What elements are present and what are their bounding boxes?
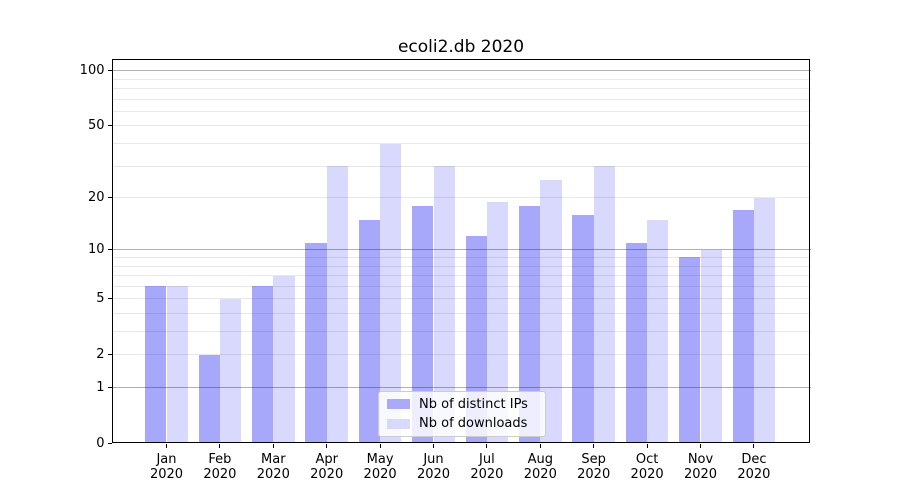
x-tick (753, 444, 755, 448)
y-tick (108, 249, 112, 251)
y-tick-label: 20 (87, 189, 105, 205)
gridline-minor (112, 110, 811, 112)
legend-label-distinct-ips: Nb of distinct IPs (419, 396, 528, 412)
bar (433, 166, 455, 444)
y-tick (108, 298, 112, 300)
gridline-minor (112, 285, 811, 287)
legend-row-downloads: Nb of downloads (379, 416, 545, 431)
x-tick-label: Nov 2020 (683, 451, 718, 483)
y-tick-label: 10 (87, 241, 105, 257)
x-tick (272, 444, 274, 448)
x-tick-label: Mar 2020 (256, 451, 290, 483)
legend-swatch-downloads (387, 418, 410, 429)
bar (647, 219, 669, 444)
x-tick (326, 444, 328, 448)
bar (486, 201, 509, 444)
bar (380, 143, 402, 444)
y-tick-label: 1 (96, 379, 105, 395)
gridline-minor (112, 331, 811, 332)
y-tick (108, 125, 112, 127)
x-tick (166, 444, 167, 448)
bar (326, 166, 349, 444)
legend-label-downloads: Nb of downloads (419, 416, 528, 432)
gridline-minor (112, 165, 811, 167)
gridline-major (112, 249, 811, 251)
x-tick-label: Apr 2020 (310, 451, 344, 483)
x-tick-label: Jul 2020 (470, 451, 504, 483)
x-tick (379, 444, 381, 448)
x-tick (646, 444, 648, 448)
x-tick (433, 444, 434, 448)
x-tick-label: Sep 2020 (577, 451, 611, 483)
bar (198, 354, 220, 444)
gridline-minor (112, 125, 811, 127)
bar (540, 180, 562, 444)
x-tick (593, 444, 595, 448)
y-tick (108, 354, 112, 356)
x-tick (219, 444, 221, 448)
x-tick-label: Dec 2020 (737, 451, 771, 483)
bar (518, 205, 541, 444)
x-tick-label: Jan 2020 (149, 451, 184, 483)
bar (412, 205, 434, 444)
bar (753, 197, 776, 444)
bar (593, 166, 616, 444)
gridline-minor (112, 312, 811, 314)
bar (166, 286, 188, 444)
gridline-minor (112, 197, 811, 199)
gridline-minor (112, 256, 811, 258)
chart-title: ecoli2.db 2020 (397, 37, 525, 57)
bar (251, 286, 274, 444)
gridline-minor (112, 88, 811, 89)
y-tick-label: 5 (96, 290, 105, 306)
legend-row-distinct-ips: Nb of distinct IPs (379, 397, 545, 412)
y-tick-label: 50 (87, 117, 105, 133)
bar (625, 242, 648, 444)
gridline-major (112, 387, 811, 388)
x-tick (539, 444, 541, 448)
bar (572, 214, 594, 444)
y-tick-label: 2 (96, 346, 105, 362)
x-tick (700, 444, 701, 448)
gridline-minor (112, 275, 811, 277)
x-tick-label: Feb 2020 (203, 451, 237, 483)
gridline-minor (112, 298, 811, 300)
y-tick (108, 70, 112, 72)
y-tick (108, 443, 112, 444)
x-tick-label: Oct 2020 (630, 451, 664, 483)
bar (219, 298, 242, 444)
bar (358, 219, 381, 444)
x-tick-label: Aug 2020 (523, 451, 557, 483)
y-tick (108, 387, 112, 388)
gridline-minor (112, 354, 811, 356)
bar (700, 249, 722, 444)
bar (273, 275, 295, 444)
y-tick-label: 0 (96, 435, 105, 451)
x-tick (486, 444, 488, 448)
x-tick-label: May 2020 (363, 451, 397, 483)
bar (679, 257, 701, 444)
gridline-minor (112, 98, 811, 100)
y-tick-label: 100 (79, 62, 105, 78)
legend-swatch-distinct-ips (387, 399, 410, 410)
y-tick (108, 197, 112, 199)
gridline-minor (112, 78, 811, 80)
legend: Nb of distinct IPs Nb of downloads (378, 391, 546, 437)
bar (145, 286, 167, 444)
gridline-minor (112, 143, 811, 144)
gridline-major (112, 70, 811, 72)
gridline-minor (112, 265, 811, 267)
bar (305, 242, 327, 444)
x-tick-label: Jun 2020 (416, 451, 451, 483)
bar (732, 210, 754, 444)
